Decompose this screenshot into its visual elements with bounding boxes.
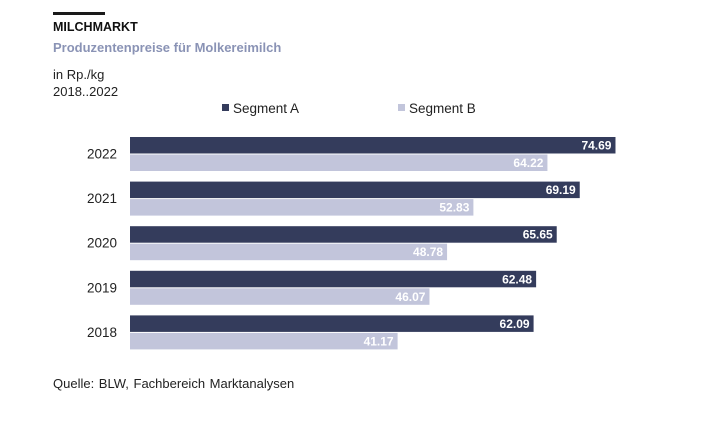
- page-title: MILCHMARKT: [53, 20, 138, 34]
- data-label: 52.83: [439, 201, 469, 215]
- category-label: 2021: [87, 191, 117, 206]
- legend-label-segment-a: Segment A: [233, 101, 299, 116]
- data-label: 62.48: [502, 272, 532, 286]
- data-label: 64.22: [513, 156, 543, 170]
- bar-segment-b: [130, 154, 548, 171]
- bar-segment-b: [130, 288, 430, 305]
- bar-segment-a: [130, 226, 557, 243]
- bar-segment-a: [130, 137, 616, 154]
- bar-segment-a: [130, 270, 537, 288]
- data-label: 46.07: [395, 290, 425, 304]
- category-label: 2019: [87, 280, 117, 295]
- category-label: 2022: [87, 147, 117, 162]
- bar-segment-a: [130, 315, 534, 332]
- bar-segment-b: [130, 199, 474, 216]
- data-label: 65.65: [523, 228, 553, 242]
- data-label: 62.09: [500, 317, 530, 331]
- legend-label-segment-b: Segment B: [409, 101, 476, 116]
- data-label: 41.17: [364, 334, 394, 348]
- category-label: 2018: [87, 325, 117, 340]
- legend-swatch-segment-b: [398, 104, 405, 111]
- data-label: 48.78: [413, 245, 443, 259]
- bar-segment-b: [130, 243, 448, 261]
- data-label: 74.69: [581, 139, 611, 153]
- category-label: 2020: [87, 236, 117, 251]
- chart-title: Produzentenpreise für Molkereimilch: [53, 40, 282, 55]
- unit-label: in Rp./kg: [53, 67, 105, 82]
- title-rule: [53, 12, 105, 15]
- bar-segment-b: [130, 332, 398, 350]
- bar-segment-a: [130, 181, 580, 199]
- source-note: Quelle: BLW, Fachbereich Marktanalysen: [53, 376, 295, 391]
- data-label: 69.19: [546, 183, 576, 197]
- legend-swatch-segment-a: [222, 104, 229, 111]
- period-label: 2018..2022: [53, 84, 119, 99]
